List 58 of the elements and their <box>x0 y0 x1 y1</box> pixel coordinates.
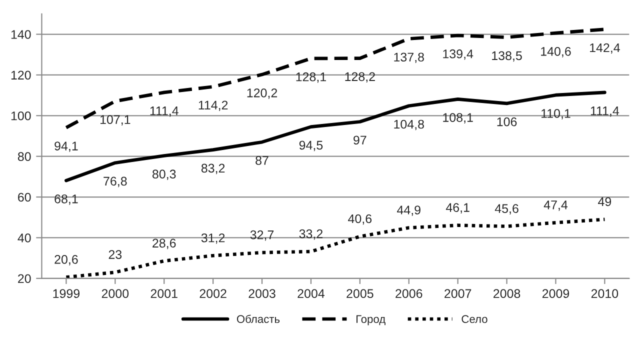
data-label: 83,2 <box>201 164 225 174</box>
x-tick-label: 2006 <box>396 289 422 298</box>
data-label: 44,9 <box>397 206 420 216</box>
data-label: 45,6 <box>494 204 518 214</box>
data-label: 111,4 <box>150 106 178 117</box>
data-label: 28,6 <box>152 238 176 250</box>
legend-label: Село <box>462 315 488 324</box>
x-tick-label: 2001 <box>150 289 178 298</box>
data-label: 106 <box>497 117 517 126</box>
data-label: 108,1 <box>443 113 473 124</box>
data-label: 87 <box>256 156 268 165</box>
data-label: 128,2 <box>345 72 375 83</box>
data-label: 94,5 <box>299 140 323 152</box>
data-label: 49 <box>598 197 612 206</box>
data-label: 142,4 <box>590 43 620 54</box>
data-label: 46,1 <box>446 203 470 214</box>
data-label: 33,2 <box>299 229 323 240</box>
legend-label: Область <box>236 314 280 324</box>
x-tick-label: 2002 <box>200 289 226 298</box>
data-label: 107,1 <box>100 115 130 126</box>
data-label: 80,3 <box>152 170 176 180</box>
y-tick-label: 20 <box>18 274 31 284</box>
data-label: 110,1 <box>542 109 570 120</box>
y-tick-label: 40 <box>18 234 31 242</box>
legend-label: Город <box>356 315 386 326</box>
data-label: 104,8 <box>394 120 424 130</box>
data-label: 137,8 <box>394 52 424 64</box>
y-tick-label: 100 <box>11 111 31 120</box>
data-label: 138,5 <box>492 51 522 62</box>
x-tick-label: 2010 <box>591 289 618 298</box>
data-label: 68,1 <box>54 194 78 205</box>
data-label: 94,1 <box>54 142 78 152</box>
data-label: 76,8 <box>104 176 127 188</box>
data-label: 114,2 <box>198 100 228 112</box>
x-tick-label: 2009 <box>542 289 570 298</box>
data-label: 111,4 <box>590 106 620 117</box>
y-tick-label: 140 <box>11 30 31 39</box>
y-tick-label: 120 <box>11 70 31 80</box>
x-tick-label: 1999 <box>53 289 80 298</box>
data-label: 128,1 <box>296 72 326 83</box>
data-label: 139,4 <box>443 49 474 60</box>
y-tick-label: 80 <box>18 152 31 161</box>
data-label: 20,6 <box>54 255 78 266</box>
y-tick-label: 60 <box>18 192 31 202</box>
data-label: 40,6 <box>348 214 372 225</box>
x-tick-label: 2008 <box>494 289 520 298</box>
data-label: 31,2 <box>201 233 225 244</box>
x-tick-label: 2000 <box>102 289 129 298</box>
data-label: 47,4 <box>544 200 568 211</box>
data-label: 140,6 <box>541 46 571 58</box>
data-label: 97 <box>354 136 366 145</box>
x-tick-label: 2003 <box>248 289 276 298</box>
data-label: 120,2 <box>247 88 278 99</box>
x-tick-label: 2007 <box>444 289 472 298</box>
x-tick-label: 2004 <box>298 289 325 298</box>
x-tick-label: 2005 <box>346 289 374 298</box>
data-label: 32,7 <box>250 230 274 241</box>
data-label: 23 <box>108 250 122 259</box>
